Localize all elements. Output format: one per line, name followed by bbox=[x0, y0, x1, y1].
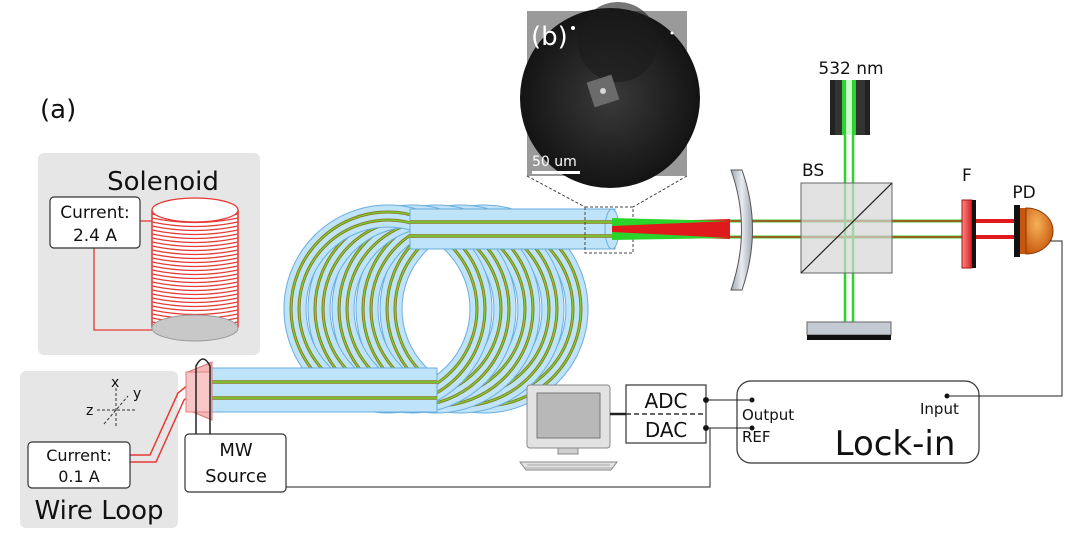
coil-winding bbox=[151, 229, 239, 236]
coil-winding bbox=[151, 257, 239, 264]
solenoid-title: Solenoid bbox=[107, 167, 219, 197]
wire-loop-panel: x y z Current: 0.1 A Wire Loop bbox=[20, 371, 193, 528]
coil-winding bbox=[151, 285, 239, 292]
wire-loop-title: Wire Loop bbox=[34, 496, 163, 526]
lockin-ref-label: REF bbox=[742, 428, 771, 446]
coil-winding bbox=[151, 225, 239, 232]
coil-winding bbox=[151, 265, 239, 272]
mw-source-line1: MW bbox=[219, 440, 253, 461]
lockin-output-label: Output bbox=[742, 406, 794, 424]
scale-bar bbox=[532, 171, 580, 174]
coil-winding bbox=[151, 301, 239, 308]
coil-winding bbox=[151, 269, 239, 276]
lockin-input-label: Input bbox=[920, 400, 959, 418]
coil-winding bbox=[151, 289, 239, 296]
wire-loop-current-box bbox=[27, 441, 131, 489]
solenoid-lead-bottom bbox=[93, 247, 152, 331]
fiber-coil bbox=[204, 204, 620, 414]
beamsplitter: BS bbox=[800, 161, 893, 274]
lockin-title: Lock-in bbox=[835, 424, 956, 464]
axis-x-label: x bbox=[111, 375, 119, 391]
wire-loop-current-value: 0.1 A bbox=[58, 467, 100, 486]
mw-source: MW Source bbox=[184, 433, 287, 493]
panel-label-b: (b) bbox=[531, 22, 568, 52]
scale-bar-label: 50 um bbox=[532, 154, 577, 170]
solenoid-current-box bbox=[49, 196, 141, 249]
coil-winding bbox=[151, 281, 239, 288]
laser-532nm: 532 nm bbox=[818, 59, 884, 135]
lockin-amplifier: Lock-in Output REF Input bbox=[736, 380, 980, 464]
solenoid-current-label: Current: bbox=[60, 203, 130, 223]
photodiode: PD bbox=[1012, 183, 1054, 257]
mw-source-line2: Source bbox=[205, 466, 267, 487]
laser-beams bbox=[612, 135, 1014, 322]
coil-winding bbox=[151, 237, 239, 244]
computer bbox=[519, 384, 618, 471]
coil-winding bbox=[151, 241, 239, 248]
filter-label: F bbox=[962, 166, 972, 186]
beamsplitter-label: BS bbox=[802, 161, 824, 181]
dac-label: DAC bbox=[645, 418, 687, 442]
daq-unit: ADC DAC bbox=[610, 384, 707, 444]
coil-winding bbox=[151, 293, 239, 300]
photodiode-label: PD bbox=[1012, 183, 1035, 203]
laser-wavelength-label: 532 nm bbox=[818, 59, 883, 79]
coil-winding bbox=[151, 245, 239, 252]
mirror bbox=[806, 321, 892, 340]
axis-z-label: z bbox=[86, 403, 93, 419]
solenoid-current-value: 2.4 A bbox=[73, 226, 117, 246]
focusing-lens bbox=[730, 169, 753, 291]
signal-cables bbox=[286, 240, 1063, 488]
coil-winding bbox=[151, 273, 239, 280]
adc-label: ADC bbox=[644, 389, 687, 413]
wire-loop-current-label: Current: bbox=[46, 446, 111, 465]
coil-winding bbox=[151, 233, 239, 240]
axis-y-label: y bbox=[133, 386, 141, 402]
panel-label-a: (a) bbox=[40, 95, 76, 125]
coil-winding bbox=[151, 297, 239, 304]
microscope-inset: (b) 50 um bbox=[520, 2, 700, 254]
solenoid-panel: Solenoid Current: 2.4 A bbox=[38, 153, 260, 355]
coil-winding bbox=[151, 305, 239, 312]
optical-filter: F bbox=[961, 166, 976, 269]
coil-winding bbox=[151, 261, 239, 268]
coil-winding bbox=[151, 253, 239, 260]
coil-winding bbox=[151, 249, 239, 256]
solenoid-bore bbox=[151, 314, 239, 342]
coil-winding bbox=[151, 277, 239, 284]
coil-winding bbox=[151, 221, 239, 228]
fiber-input-holder bbox=[185, 358, 213, 434]
solenoid-coil bbox=[151, 197, 239, 342]
axes-indicator bbox=[97, 388, 136, 428]
